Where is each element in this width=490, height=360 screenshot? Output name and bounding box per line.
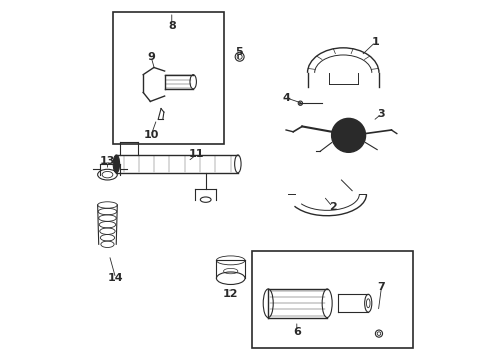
Text: 1: 1 bbox=[371, 37, 379, 47]
Text: 11: 11 bbox=[189, 149, 204, 159]
Bar bbox=[252, 251, 413, 348]
Text: 2: 2 bbox=[329, 202, 337, 212]
Text: 9: 9 bbox=[147, 52, 155, 62]
Text: 14: 14 bbox=[108, 273, 123, 283]
Text: 3: 3 bbox=[378, 109, 385, 119]
Text: 13: 13 bbox=[100, 157, 115, 166]
Text: 8: 8 bbox=[168, 21, 175, 31]
Ellipse shape bbox=[113, 155, 120, 173]
Bar bbox=[113, 12, 223, 144]
Text: 12: 12 bbox=[222, 289, 238, 298]
Text: 7: 7 bbox=[378, 282, 385, 292]
Text: 6: 6 bbox=[293, 327, 301, 337]
Ellipse shape bbox=[332, 118, 366, 152]
Text: 4: 4 bbox=[282, 93, 290, 103]
Text: 10: 10 bbox=[144, 130, 159, 140]
Text: 5: 5 bbox=[235, 47, 243, 57]
